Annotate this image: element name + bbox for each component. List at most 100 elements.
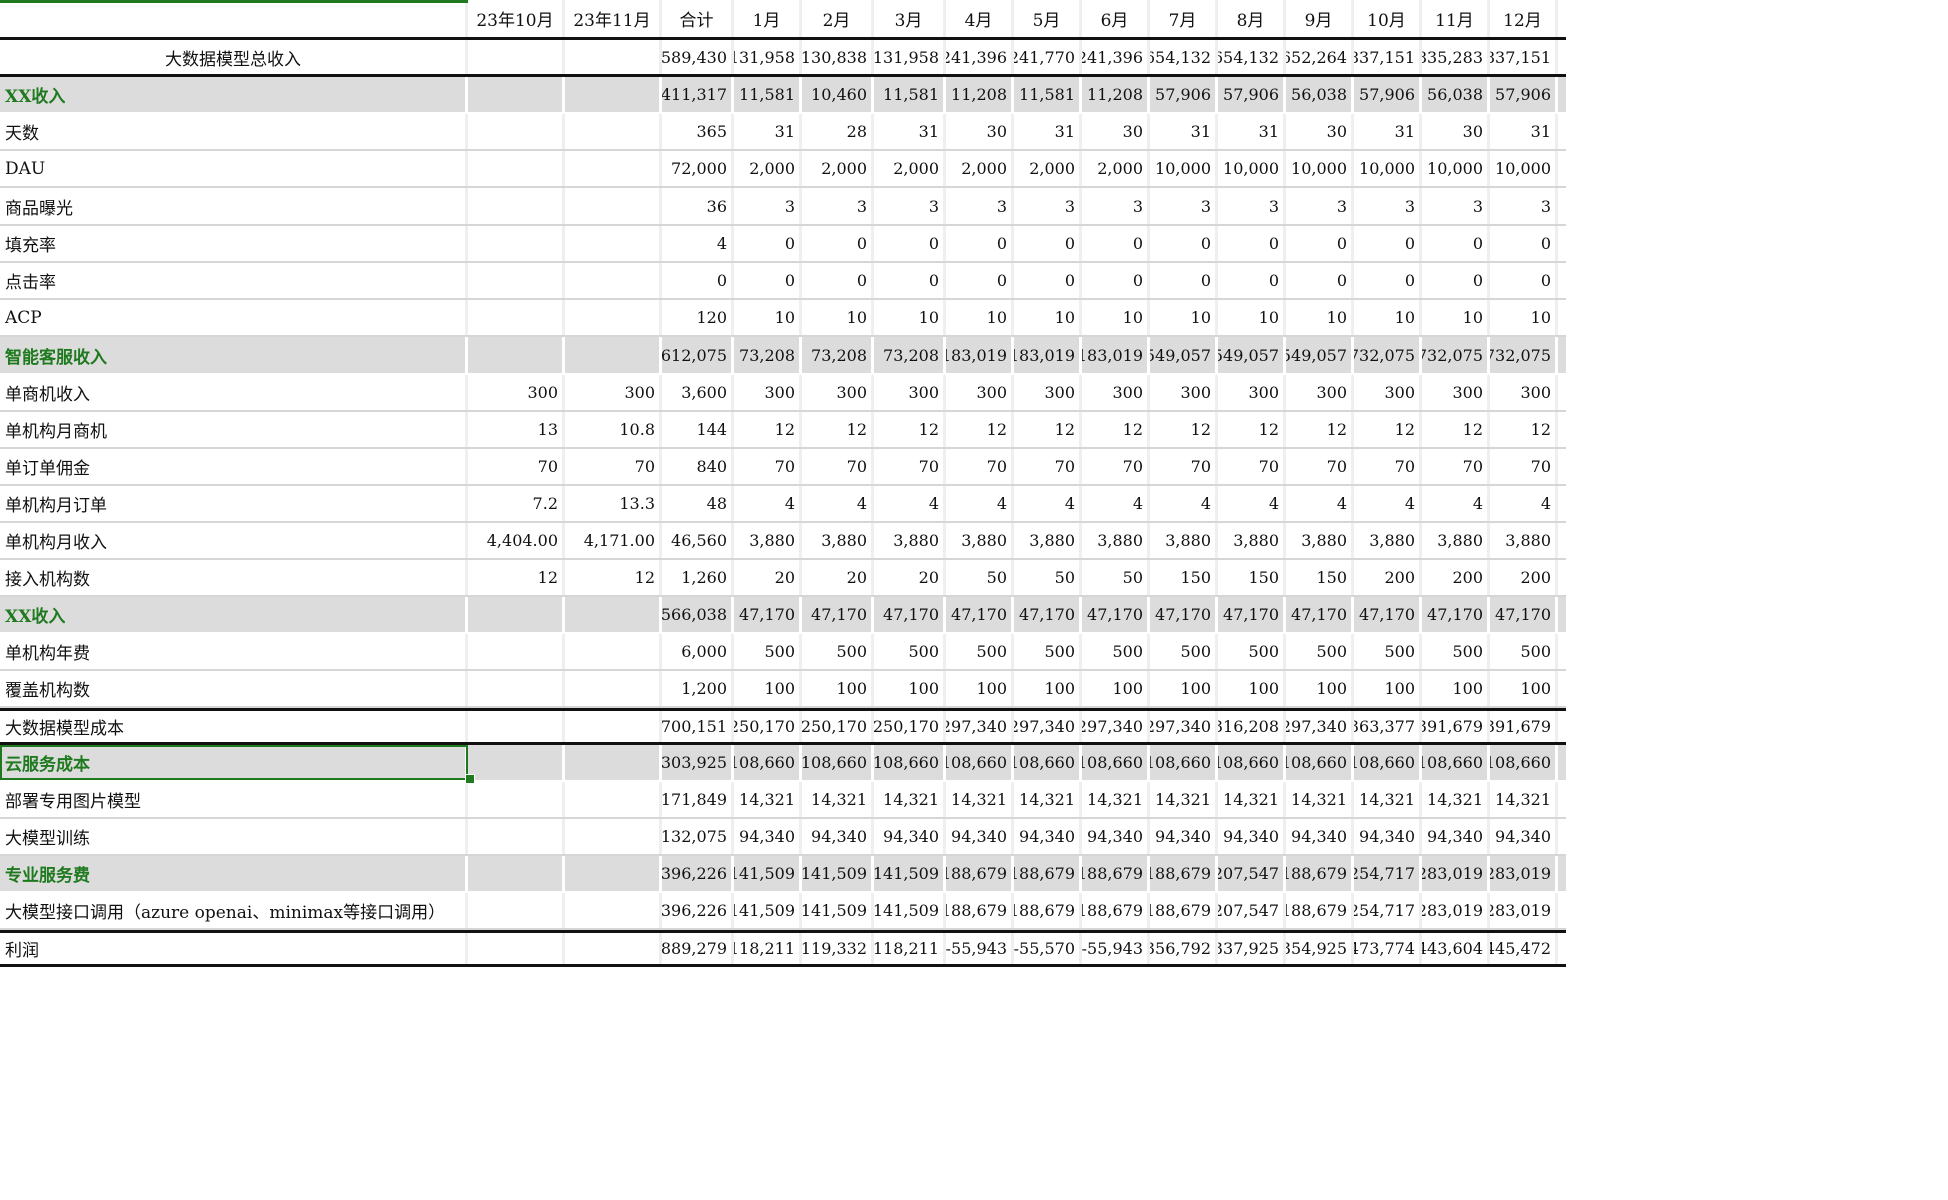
value-cell[interactable]: 0: [802, 263, 874, 298]
value-cell[interactable]: 10,000: [1218, 151, 1286, 186]
value-cell[interactable]: 300: [1014, 375, 1082, 410]
value-cell[interactable]: 47,170: [1150, 597, 1218, 632]
value-cell[interactable]: 654,132: [1150, 40, 1218, 74]
value-cell[interactable]: 300: [1490, 375, 1558, 410]
value-cell[interactable]: 188,679: [1082, 893, 1150, 928]
value-cell[interactable]: 283,019: [1422, 856, 1490, 891]
column-header-cell[interactable]: 4月: [946, 0, 1014, 37]
value-cell[interactable]: 50: [946, 560, 1014, 595]
value-cell[interactable]: 4,612,075: [662, 337, 734, 373]
value-cell[interactable]: [565, 597, 662, 632]
value-cell[interactable]: 254,717: [1354, 856, 1422, 891]
value-cell[interactable]: 3: [1014, 188, 1082, 224]
value-cell[interactable]: 0: [1082, 263, 1150, 298]
value-cell[interactable]: 3,880: [1490, 523, 1558, 558]
column-header-cell[interactable]: 2月: [802, 0, 874, 37]
value-cell[interactable]: 200: [1490, 560, 1558, 595]
value-cell[interactable]: 12: [1014, 412, 1082, 447]
value-cell[interactable]: 732,075: [1422, 337, 1490, 373]
value-cell[interactable]: 47,170: [1286, 597, 1354, 632]
value-cell[interactable]: [565, 819, 662, 854]
value-cell[interactable]: 108,660: [1490, 745, 1558, 780]
value-cell[interactable]: 188,679: [1150, 893, 1218, 928]
value-cell[interactable]: 100: [1082, 671, 1150, 706]
value-cell[interactable]: 108,660: [1422, 745, 1490, 780]
value-cell[interactable]: 300: [1286, 375, 1354, 410]
value-cell[interactable]: 300: [1422, 375, 1490, 410]
value-cell[interactable]: 300: [565, 375, 662, 410]
value-cell[interactable]: 500: [734, 634, 802, 669]
value-cell[interactable]: [468, 933, 565, 964]
value-cell[interactable]: 4: [802, 486, 874, 521]
value-cell[interactable]: 10: [1354, 300, 1422, 335]
value-cell[interactable]: 11,581: [874, 77, 946, 112]
value-cell[interactable]: 47,170: [734, 597, 802, 632]
value-cell[interactable]: 10,000: [1286, 151, 1354, 186]
value-cell[interactable]: 94,340: [802, 819, 874, 854]
value-cell[interactable]: [565, 226, 662, 261]
value-cell[interactable]: 300: [734, 375, 802, 410]
value-cell[interactable]: [468, 300, 565, 335]
value-cell[interactable]: [468, 226, 565, 261]
column-header-cell[interactable]: 6月: [1082, 0, 1150, 37]
value-cell[interactable]: [565, 856, 662, 891]
value-cell[interactable]: 10: [1014, 300, 1082, 335]
value-cell[interactable]: 12: [1422, 412, 1490, 447]
value-cell[interactable]: 10: [874, 300, 946, 335]
value-cell[interactable]: 837,151: [1490, 40, 1558, 74]
value-cell[interactable]: 94,340: [1150, 819, 1218, 854]
value-cell[interactable]: [565, 77, 662, 112]
value-cell[interactable]: 500: [1286, 634, 1354, 669]
value-cell[interactable]: 11,581: [734, 77, 802, 112]
value-cell[interactable]: 171,849: [662, 782, 734, 817]
value-cell[interactable]: 500: [946, 634, 1014, 669]
value-cell[interactable]: 354,925: [1286, 933, 1354, 964]
value-cell[interactable]: 20: [874, 560, 946, 595]
value-cell[interactable]: 20: [734, 560, 802, 595]
value-cell[interactable]: 1,889,279: [662, 933, 734, 964]
value-cell[interactable]: 12: [802, 412, 874, 447]
value-cell[interactable]: 200: [1422, 560, 1490, 595]
value-cell[interactable]: 70: [946, 449, 1014, 484]
row-label-cell[interactable]: 单机构月收入: [0, 523, 468, 558]
value-cell[interactable]: 11,581: [1014, 77, 1082, 112]
value-cell[interactable]: 4: [662, 226, 734, 261]
value-cell[interactable]: 500: [1014, 634, 1082, 669]
value-cell[interactable]: 732,075: [1490, 337, 1558, 373]
value-cell[interactable]: 10,000: [1490, 151, 1558, 186]
value-cell[interactable]: 100: [1014, 671, 1082, 706]
value-cell[interactable]: 566,038: [662, 597, 734, 632]
value-cell[interactable]: 10: [1490, 300, 1558, 335]
value-cell[interactable]: 3: [1150, 188, 1218, 224]
row-label-cell[interactable]: 单机构月商机: [0, 412, 468, 447]
value-cell[interactable]: 47,170: [1422, 597, 1490, 632]
value-cell[interactable]: 500: [1422, 634, 1490, 669]
value-cell[interactable]: 47,170: [1354, 597, 1422, 632]
value-cell[interactable]: 241,396: [946, 40, 1014, 74]
value-cell[interactable]: 10: [1422, 300, 1490, 335]
value-cell[interactable]: 2,000: [802, 151, 874, 186]
value-cell[interactable]: 14,321: [1014, 782, 1082, 817]
value-cell[interactable]: 1,200: [662, 671, 734, 706]
value-cell[interactable]: -55,570: [1014, 933, 1082, 964]
value-cell[interactable]: 12: [734, 412, 802, 447]
value-cell[interactable]: 0: [1014, 263, 1082, 298]
value-cell[interactable]: 48: [662, 486, 734, 521]
value-cell[interactable]: 28: [802, 114, 874, 149]
column-header-cell[interactable]: 11月: [1422, 0, 1490, 37]
value-cell[interactable]: 0: [1082, 226, 1150, 261]
value-cell[interactable]: 188,679: [1286, 856, 1354, 891]
value-cell[interactable]: 47,170: [946, 597, 1014, 632]
value-cell[interactable]: 4: [874, 486, 946, 521]
value-cell[interactable]: 50: [1082, 560, 1150, 595]
value-cell[interactable]: 283,019: [1490, 856, 1558, 891]
value-cell[interactable]: 188,679: [1014, 893, 1082, 928]
value-cell[interactable]: 3,880: [946, 523, 1014, 558]
value-cell[interactable]: 150: [1286, 560, 1354, 595]
value-cell[interactable]: 141,509: [874, 893, 946, 928]
value-cell[interactable]: 0: [1150, 226, 1218, 261]
value-cell[interactable]: 188,679: [1286, 893, 1354, 928]
value-cell[interactable]: 3: [734, 188, 802, 224]
value-cell[interactable]: 250,170: [874, 711, 946, 742]
value-cell[interactable]: 549,057: [1150, 337, 1218, 373]
